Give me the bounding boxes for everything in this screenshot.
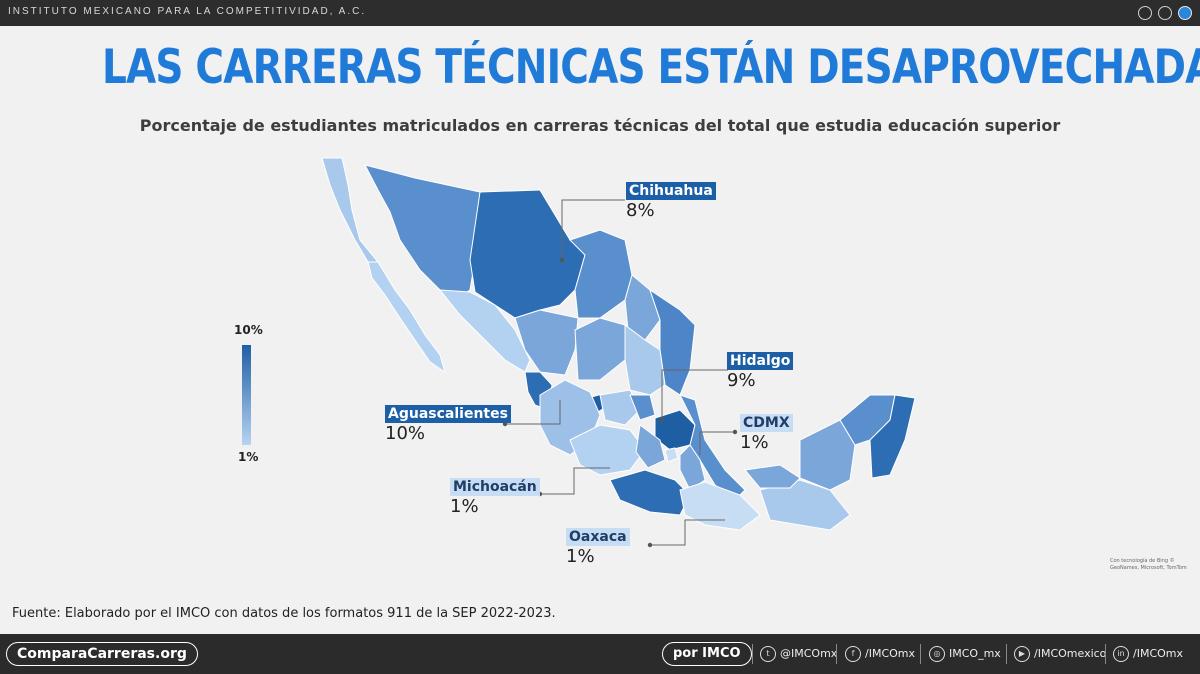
social-handle: /IMCOmx [865,647,916,660]
page-subtitle: Porcentaje de estudiantes matriculados e… [139,116,1061,135]
callout-michoacan: Michoacán 1% [450,476,540,517]
callout-chihuahua: Chihuahua 8% [626,180,716,221]
site-link[interactable]: ComparaCarreras.org [6,642,198,666]
social-handle: @IMCOmx [780,647,838,660]
org-name: INSTITUTO MEXICANO PARA LA COMPETITIVIDA… [8,6,367,17]
callout-name: CDMX [740,414,793,432]
callout-leaders [505,199,735,546]
callout-value: 9% [727,370,756,391]
instagram-link[interactable]: ◎ IMCO_mx [929,644,1001,664]
legend-max-label: 10% [234,323,263,337]
state-coahuila [569,229,633,319]
callout-oaxaca: Oaxaca 1% [566,526,630,567]
footer-bar: ComparaCarreras.org por IMCO t @IMCOmx f… [0,634,1200,674]
callout-name: Oaxaca [566,528,630,546]
leader-chihuahua [561,199,625,260]
callout-name: Chihuahua [626,182,716,200]
state-cdmx [664,447,679,463]
state-estado-de-mexico [635,424,666,469]
state-guerrero [609,469,691,516]
state-durango [514,309,579,376]
social-handle: /IMCOmexico [1034,647,1107,660]
state-zacatecas [574,317,626,381]
callout-name: Aguascalientes [385,405,511,423]
state-michoacan [569,424,646,476]
social-handle: IMCO_mx [949,647,1001,660]
callout-value: 10% [385,423,426,444]
callout-value: 8% [626,200,655,221]
facebook-link[interactable]: f /IMCOmx [845,644,915,664]
state-quintana-roo [869,394,916,479]
divider [920,644,921,664]
instagram-icon: ◎ [929,646,945,662]
linkedin-link[interactable]: in /IMCOmx [1113,644,1183,664]
circle-icon [1158,6,1172,20]
facebook-icon: f [845,646,861,662]
state-san-luis-potosi [624,324,666,396]
callout-aguascalientes: Aguascalientes 10% [385,403,511,444]
state-baja-california-sur [367,261,446,374]
callout-value: 1% [566,546,595,567]
divider [1006,644,1007,664]
divider [1105,644,1106,664]
twitter-link[interactable]: t @IMCOmx [760,644,837,664]
source-note: Fuente: Elaborado por el IMCO con datos … [12,606,556,621]
callout-name: Hidalgo [727,352,794,370]
leader-oaxaca [650,519,725,546]
state-sinaloa [438,289,531,373]
state-tabasco [744,464,801,489]
state-oaxaca [679,481,761,531]
callout-value: 1% [740,432,769,453]
by-imco-badge: por IMCO [662,642,752,666]
callout-name: Michoacán [450,478,540,496]
linkedin-icon: in [1113,646,1129,662]
map-credit: Con tecnología de Bing © GeoNames, Micro… [1110,558,1187,571]
page-title: LAS CARRERAS TÉCNICAS ESTÁN DESAPROVECHA… [102,40,1200,95]
legend-gradient-bar [242,345,251,445]
circle-icon [1138,6,1152,20]
leader-aguascalientes [505,400,561,425]
top-bar: INSTITUTO MEXICANO PARA LA COMPETITIVIDA… [0,0,1200,26]
circle-icon [1178,6,1192,20]
youtube-icon: ▶ [1014,646,1030,662]
legend-min-label: 1% [238,450,259,464]
youtube-link[interactable]: ▶ /IMCOmexico [1014,644,1106,664]
state-chihuahua [469,189,586,319]
state-queretaro [629,394,656,421]
callout-cdmx: CDMX 1% [740,412,793,453]
leader-cdmx [699,431,735,455]
leader-michoacan [540,467,610,495]
callout-value: 1% [450,496,479,517]
social-handle: /IMCOmx [1133,647,1184,660]
state-guanajuato [599,389,641,426]
leader-hidalgo [661,369,728,420]
divider [752,644,753,664]
divider [836,644,837,664]
twitter-icon: t [760,646,776,662]
state-chiapas [759,479,851,531]
callout-hidalgo: Hidalgo 9% [727,350,794,391]
